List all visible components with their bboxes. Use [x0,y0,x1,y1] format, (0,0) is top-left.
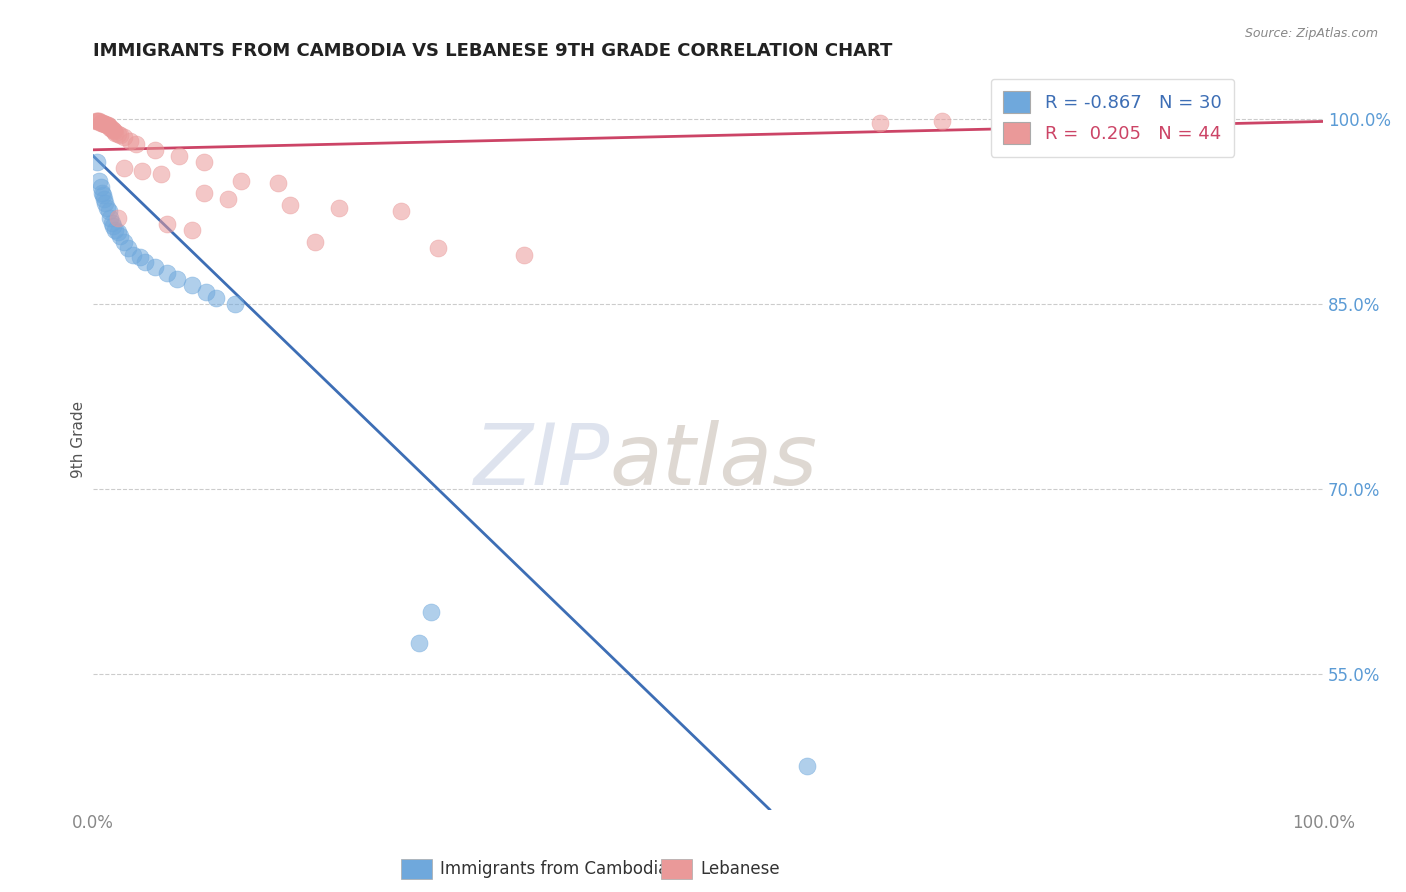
Point [193,186,215,200]
Point [84,114,107,128]
Point [180,223,202,237]
Point [100,216,122,230]
Point [112,161,135,176]
Point [86,114,108,128]
Point [931,114,953,128]
Point [90,116,112,130]
Point [389,204,412,219]
Point [512,247,534,261]
Point [869,116,891,130]
Point [96,201,118,215]
Point [96,118,118,132]
Point [94,117,117,131]
Point [149,168,172,182]
Text: atlas: atlas [610,420,818,503]
Point [100,120,122,135]
Point [112,130,135,145]
Text: Source: ZipAtlas.com: Source: ZipAtlas.com [1244,27,1378,40]
Point [166,272,188,286]
Point [426,242,449,256]
Point [156,266,179,280]
Y-axis label: 9th Grade: 9th Grade [72,401,86,478]
Point [100,121,122,136]
Point [100,211,122,225]
Point [89,114,111,128]
Point [143,260,166,274]
Point [98,204,121,219]
Point [101,219,124,234]
Point [278,198,301,212]
Legend: R = -0.867   N = 30, R =  0.205   N = 44: R = -0.867 N = 30, R = 0.205 N = 44 [991,78,1234,157]
Point [91,188,114,202]
Point [107,226,129,240]
Point [110,128,132,142]
Point [101,123,124,137]
Point [156,217,179,231]
Text: ZIP: ZIP [474,420,610,503]
Point [328,201,350,215]
Point [93,192,115,206]
Point [131,163,153,178]
Point [1004,113,1026,128]
Text: IMMIGRANTS FROM CAMBODIA VS LEBANESE 9TH GRADE CORRELATION CHART: IMMIGRANTS FROM CAMBODIA VS LEBANESE 9TH… [93,42,893,60]
Point [121,247,143,261]
Point [89,174,111,188]
Point [796,759,818,773]
Point [112,235,135,250]
Point [97,118,120,132]
Point [104,223,127,237]
Point [107,127,129,141]
Point [125,136,148,151]
Point [205,291,228,305]
Point [408,636,430,650]
Point [91,116,114,130]
Text: Immigrants from Cambodia: Immigrants from Cambodia [440,860,668,878]
Point [90,179,112,194]
Point [120,134,142,148]
Point [94,195,117,210]
Point [98,120,121,134]
Point [180,278,202,293]
Point [103,124,125,138]
Point [134,255,156,269]
Point [195,285,218,299]
Point [107,211,129,225]
Point [129,250,152,264]
Point [104,126,127,140]
Point [110,229,132,244]
Point [229,174,252,188]
Point [90,116,112,130]
Point [87,114,110,128]
Point [266,176,288,190]
Point [169,149,191,163]
Point [143,143,166,157]
Point [193,155,215,169]
Point [86,155,108,169]
Point [93,117,115,131]
Point [224,297,246,311]
Point [420,605,443,619]
Point [304,235,326,250]
Text: Lebanese: Lebanese [700,860,780,878]
Point [117,242,139,256]
Point [218,192,240,206]
Point [90,186,112,200]
